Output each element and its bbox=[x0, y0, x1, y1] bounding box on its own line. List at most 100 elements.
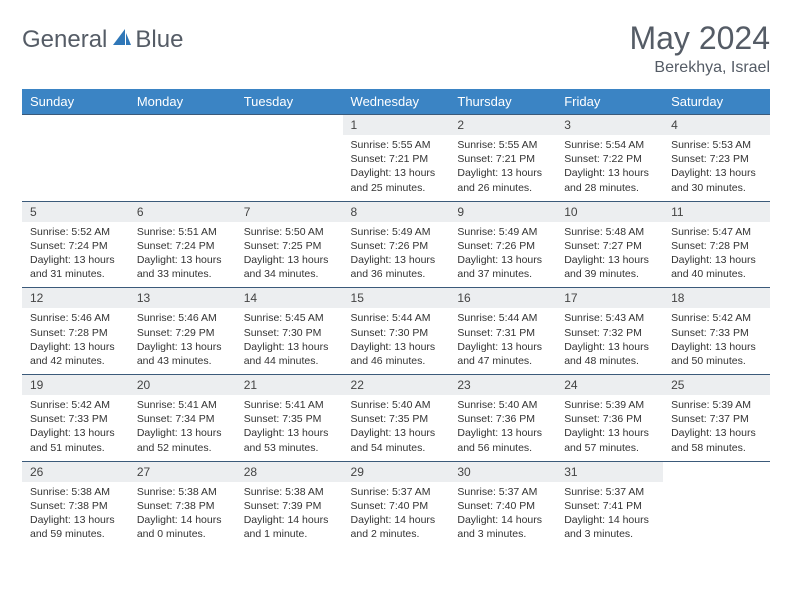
calendar-cell: 24Sunrise: 5:39 AMSunset: 7:36 PMDayligh… bbox=[556, 375, 663, 462]
calendar-cell bbox=[663, 461, 770, 547]
day-number: 6 bbox=[129, 202, 236, 222]
weekday-header: Thursday bbox=[449, 89, 556, 115]
day-data: Sunrise: 5:37 AMSunset: 7:40 PMDaylight:… bbox=[343, 482, 450, 548]
day-number: 12 bbox=[22, 288, 129, 308]
day-number: 24 bbox=[556, 375, 663, 395]
weekday-header-row: SundayMondayTuesdayWednesdayThursdayFrid… bbox=[22, 89, 770, 115]
weekday-header: Friday bbox=[556, 89, 663, 115]
day-data: Sunrise: 5:42 AMSunset: 7:33 PMDaylight:… bbox=[663, 308, 770, 374]
day-number: 29 bbox=[343, 462, 450, 482]
calendar-cell: 10Sunrise: 5:48 AMSunset: 7:27 PMDayligh… bbox=[556, 201, 663, 288]
day-data: Sunrise: 5:47 AMSunset: 7:28 PMDaylight:… bbox=[663, 222, 770, 288]
weekday-header: Tuesday bbox=[236, 89, 343, 115]
day-number: 1 bbox=[343, 115, 450, 135]
day-number: 22 bbox=[343, 375, 450, 395]
calendar-cell: 13Sunrise: 5:46 AMSunset: 7:29 PMDayligh… bbox=[129, 288, 236, 375]
calendar-cell: 29Sunrise: 5:37 AMSunset: 7:40 PMDayligh… bbox=[343, 461, 450, 547]
weekday-header: Wednesday bbox=[343, 89, 450, 115]
day-data: Sunrise: 5:39 AMSunset: 7:36 PMDaylight:… bbox=[556, 395, 663, 461]
weekday-header: Monday bbox=[129, 89, 236, 115]
day-data: Sunrise: 5:38 AMSunset: 7:38 PMDaylight:… bbox=[22, 482, 129, 548]
day-number: 16 bbox=[449, 288, 556, 308]
day-data: Sunrise: 5:40 AMSunset: 7:36 PMDaylight:… bbox=[449, 395, 556, 461]
calendar-cell bbox=[129, 115, 236, 202]
day-number: 14 bbox=[236, 288, 343, 308]
day-number: 31 bbox=[556, 462, 663, 482]
day-number: 11 bbox=[663, 202, 770, 222]
day-number: 28 bbox=[236, 462, 343, 482]
day-data: Sunrise: 5:53 AMSunset: 7:23 PMDaylight:… bbox=[663, 135, 770, 201]
calendar-cell: 21Sunrise: 5:41 AMSunset: 7:35 PMDayligh… bbox=[236, 375, 343, 462]
day-number: 9 bbox=[449, 202, 556, 222]
calendar-cell: 19Sunrise: 5:42 AMSunset: 7:33 PMDayligh… bbox=[22, 375, 129, 462]
day-number: 21 bbox=[236, 375, 343, 395]
day-number: 30 bbox=[449, 462, 556, 482]
day-data: Sunrise: 5:52 AMSunset: 7:24 PMDaylight:… bbox=[22, 222, 129, 288]
calendar-cell: 7Sunrise: 5:50 AMSunset: 7:25 PMDaylight… bbox=[236, 201, 343, 288]
calendar-row: 12Sunrise: 5:46 AMSunset: 7:28 PMDayligh… bbox=[22, 288, 770, 375]
brand-logo: General Blue bbox=[22, 20, 183, 54]
sail-icon bbox=[111, 26, 133, 54]
day-data: Sunrise: 5:41 AMSunset: 7:34 PMDaylight:… bbox=[129, 395, 236, 461]
calendar-cell: 9Sunrise: 5:49 AMSunset: 7:26 PMDaylight… bbox=[449, 201, 556, 288]
day-number: 23 bbox=[449, 375, 556, 395]
day-number: 8 bbox=[343, 202, 450, 222]
day-data: Sunrise: 5:49 AMSunset: 7:26 PMDaylight:… bbox=[449, 222, 556, 288]
day-data: Sunrise: 5:37 AMSunset: 7:41 PMDaylight:… bbox=[556, 482, 663, 548]
day-data: Sunrise: 5:46 AMSunset: 7:29 PMDaylight:… bbox=[129, 308, 236, 374]
day-data: Sunrise: 5:38 AMSunset: 7:38 PMDaylight:… bbox=[129, 482, 236, 548]
calendar-cell: 11Sunrise: 5:47 AMSunset: 7:28 PMDayligh… bbox=[663, 201, 770, 288]
day-data: Sunrise: 5:37 AMSunset: 7:40 PMDaylight:… bbox=[449, 482, 556, 548]
day-number: 2 bbox=[449, 115, 556, 135]
calendar-cell: 28Sunrise: 5:38 AMSunset: 7:39 PMDayligh… bbox=[236, 461, 343, 547]
day-number: 25 bbox=[663, 375, 770, 395]
calendar-cell: 3Sunrise: 5:54 AMSunset: 7:22 PMDaylight… bbox=[556, 115, 663, 202]
day-number: 3 bbox=[556, 115, 663, 135]
day-number: 7 bbox=[236, 202, 343, 222]
day-data: Sunrise: 5:46 AMSunset: 7:28 PMDaylight:… bbox=[22, 308, 129, 374]
day-number: 15 bbox=[343, 288, 450, 308]
day-data: Sunrise: 5:39 AMSunset: 7:37 PMDaylight:… bbox=[663, 395, 770, 461]
calendar-cell: 1Sunrise: 5:55 AMSunset: 7:21 PMDaylight… bbox=[343, 115, 450, 202]
day-data: Sunrise: 5:42 AMSunset: 7:33 PMDaylight:… bbox=[22, 395, 129, 461]
day-number: 4 bbox=[663, 115, 770, 135]
day-number: 20 bbox=[129, 375, 236, 395]
calendar-row: 19Sunrise: 5:42 AMSunset: 7:33 PMDayligh… bbox=[22, 375, 770, 462]
day-number: 27 bbox=[129, 462, 236, 482]
day-number: 19 bbox=[22, 375, 129, 395]
calendar-cell: 25Sunrise: 5:39 AMSunset: 7:37 PMDayligh… bbox=[663, 375, 770, 462]
calendar-cell: 17Sunrise: 5:43 AMSunset: 7:32 PMDayligh… bbox=[556, 288, 663, 375]
calendar-cell: 15Sunrise: 5:44 AMSunset: 7:30 PMDayligh… bbox=[343, 288, 450, 375]
day-data: Sunrise: 5:48 AMSunset: 7:27 PMDaylight:… bbox=[556, 222, 663, 288]
header: General Blue May 2024 Berekhya, Israel bbox=[22, 20, 770, 77]
calendar-cell: 16Sunrise: 5:44 AMSunset: 7:31 PMDayligh… bbox=[449, 288, 556, 375]
day-data: Sunrise: 5:41 AMSunset: 7:35 PMDaylight:… bbox=[236, 395, 343, 461]
calendar-cell: 8Sunrise: 5:49 AMSunset: 7:26 PMDaylight… bbox=[343, 201, 450, 288]
day-data: Sunrise: 5:43 AMSunset: 7:32 PMDaylight:… bbox=[556, 308, 663, 374]
calendar-cell bbox=[22, 115, 129, 202]
day-number: 17 bbox=[556, 288, 663, 308]
day-data: Sunrise: 5:54 AMSunset: 7:22 PMDaylight:… bbox=[556, 135, 663, 201]
calendar-cell: 22Sunrise: 5:40 AMSunset: 7:35 PMDayligh… bbox=[343, 375, 450, 462]
day-data: Sunrise: 5:44 AMSunset: 7:30 PMDaylight:… bbox=[343, 308, 450, 374]
calendar-row: 5Sunrise: 5:52 AMSunset: 7:24 PMDaylight… bbox=[22, 201, 770, 288]
day-number: 5 bbox=[22, 202, 129, 222]
calendar-table: SundayMondayTuesdayWednesdayThursdayFrid… bbox=[22, 89, 770, 547]
calendar-cell: 18Sunrise: 5:42 AMSunset: 7:33 PMDayligh… bbox=[663, 288, 770, 375]
brand-name-2: Blue bbox=[135, 26, 183, 54]
calendar-cell: 6Sunrise: 5:51 AMSunset: 7:24 PMDaylight… bbox=[129, 201, 236, 288]
day-number: 13 bbox=[129, 288, 236, 308]
day-data: Sunrise: 5:51 AMSunset: 7:24 PMDaylight:… bbox=[129, 222, 236, 288]
location-label: Berekhya, Israel bbox=[629, 59, 770, 77]
day-data: Sunrise: 5:44 AMSunset: 7:31 PMDaylight:… bbox=[449, 308, 556, 374]
calendar-cell: 23Sunrise: 5:40 AMSunset: 7:36 PMDayligh… bbox=[449, 375, 556, 462]
day-data: Sunrise: 5:49 AMSunset: 7:26 PMDaylight:… bbox=[343, 222, 450, 288]
day-data: Sunrise: 5:40 AMSunset: 7:35 PMDaylight:… bbox=[343, 395, 450, 461]
brand-name-1: General bbox=[22, 26, 107, 54]
calendar-cell bbox=[236, 115, 343, 202]
day-data: Sunrise: 5:50 AMSunset: 7:25 PMDaylight:… bbox=[236, 222, 343, 288]
calendar-cell: 20Sunrise: 5:41 AMSunset: 7:34 PMDayligh… bbox=[129, 375, 236, 462]
day-number: 10 bbox=[556, 202, 663, 222]
day-number: 18 bbox=[663, 288, 770, 308]
day-data: Sunrise: 5:45 AMSunset: 7:30 PMDaylight:… bbox=[236, 308, 343, 374]
